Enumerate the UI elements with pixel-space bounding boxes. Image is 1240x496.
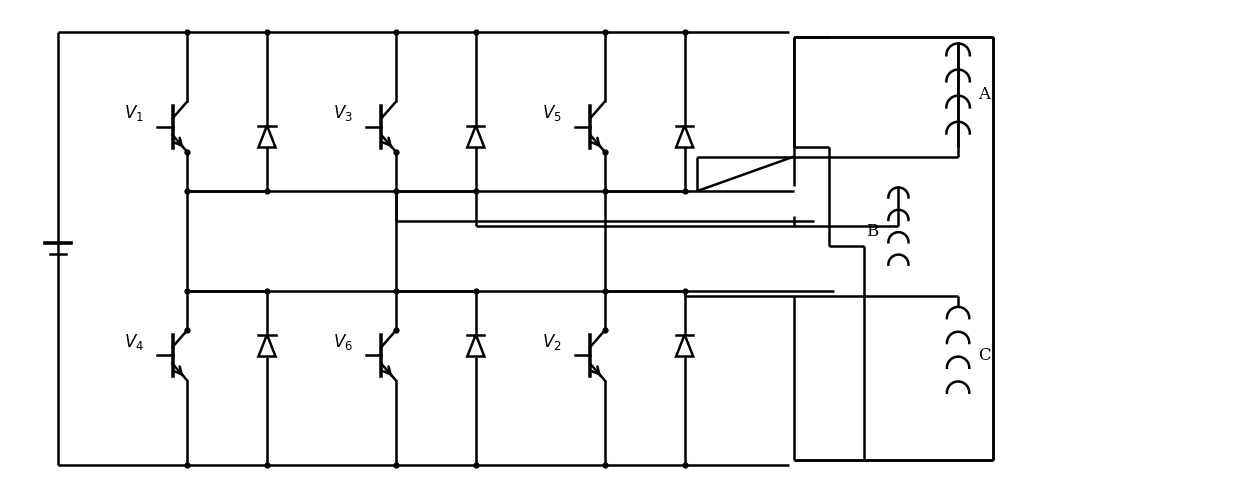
Text: $V_5$: $V_5$ — [542, 103, 562, 123]
Text: $V_2$: $V_2$ — [542, 332, 562, 352]
Text: $V_3$: $V_3$ — [332, 103, 352, 123]
Text: A: A — [978, 86, 990, 103]
Text: B: B — [867, 223, 879, 240]
Text: $V_4$: $V_4$ — [124, 332, 144, 352]
Text: C: C — [978, 347, 991, 364]
Text: $V_6$: $V_6$ — [332, 332, 352, 352]
Text: $V_1$: $V_1$ — [124, 103, 144, 123]
